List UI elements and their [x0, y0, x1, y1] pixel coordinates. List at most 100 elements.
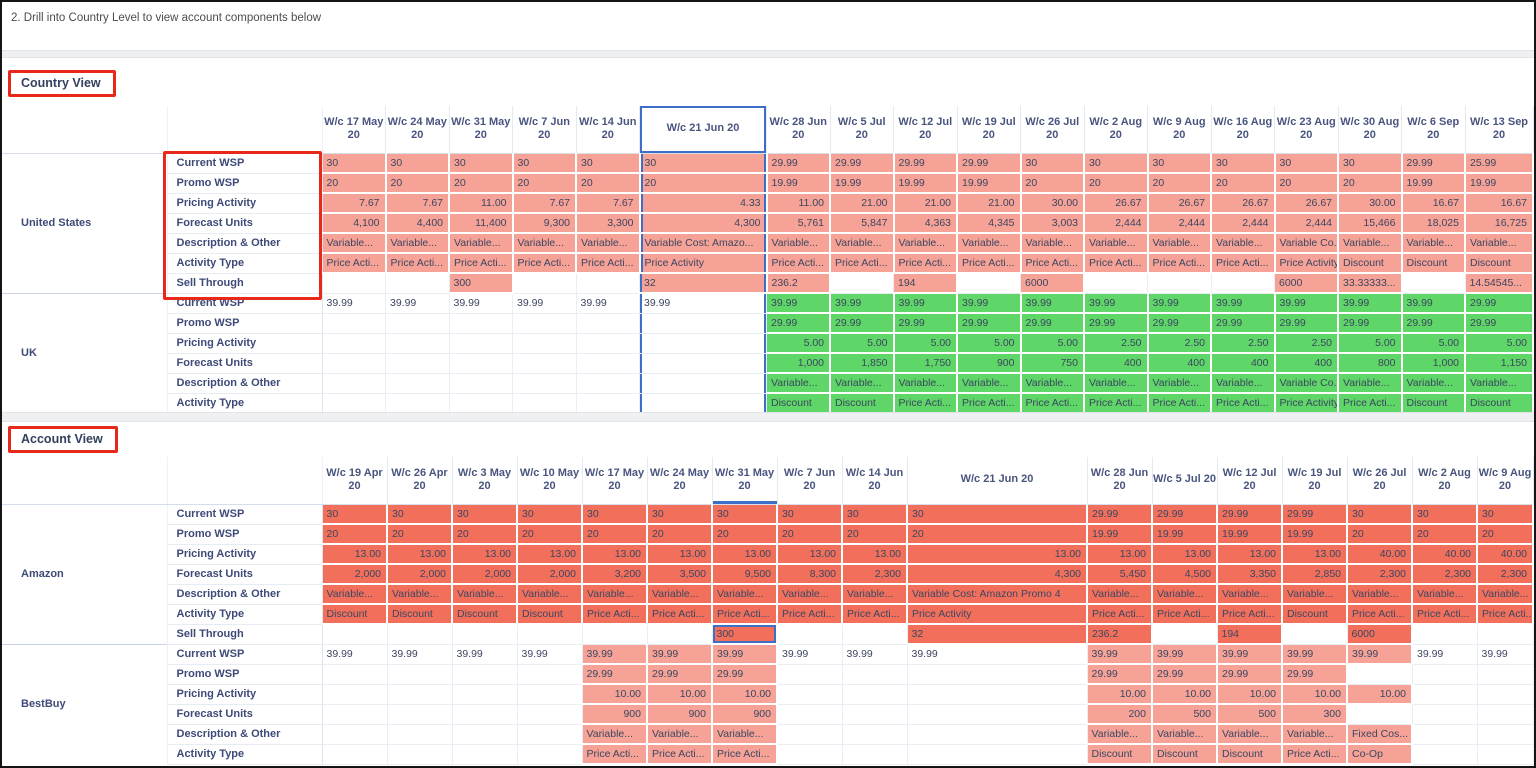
grid-cell[interactable]: Variable... — [322, 233, 387, 254]
grid-cell[interactable]: 16,725 — [1465, 213, 1534, 234]
grid-cell[interactable]: 10.00 — [712, 684, 778, 705]
grid-cell[interactable]: Price Acti... — [957, 393, 1022, 412]
grid-cell[interactable]: 30 — [387, 503, 453, 525]
column-header[interactable]: W/c 24 May 20 — [385, 106, 450, 154]
grid-cell[interactable]: Discount — [1465, 393, 1534, 412]
grid-cell[interactable] — [322, 313, 386, 334]
grid-cell[interactable] — [777, 684, 843, 705]
grid-cell[interactable]: 10.00 — [1087, 684, 1153, 705]
grid-cell[interactable]: Price Acti... — [1412, 604, 1478, 625]
grid-cell[interactable] — [842, 724, 908, 745]
grid-cell[interactable]: Variable... — [1465, 373, 1534, 394]
grid-cell[interactable]: 29.99 — [1401, 152, 1466, 174]
grid-cell[interactable]: 30 — [1338, 152, 1403, 174]
grid-cell[interactable] — [1412, 664, 1478, 685]
grid-cell[interactable]: 29.99 — [1217, 503, 1283, 525]
grid-cell[interactable]: 14.54545... — [1465, 273, 1534, 294]
grid-cell[interactable] — [322, 273, 386, 294]
grid-cell[interactable]: Variable Cost: Amazo... — [639, 233, 768, 254]
grid-cell[interactable]: 19.99 — [1282, 524, 1348, 545]
grid-cell[interactable]: 4,300 — [639, 213, 768, 234]
grid-cell[interactable]: 2,444 — [1211, 213, 1276, 234]
grid-cell[interactable]: 39.99 — [1020, 292, 1085, 314]
grid-cell[interactable] — [576, 353, 640, 374]
grid-cell[interactable]: Variable... — [766, 373, 831, 394]
row-label[interactable]: Current WSP — [167, 503, 323, 525]
grid-cell[interactable]: 500 — [1152, 704, 1218, 725]
grid-cell[interactable]: 300 — [712, 624, 778, 645]
column-header[interactable]: W/c 26 Jul 20 — [1020, 106, 1085, 154]
grid-cell[interactable]: 39.99 — [647, 643, 713, 665]
grid-cell[interactable]: 21.00 — [893, 193, 958, 214]
grid-cell[interactable] — [387, 704, 453, 725]
column-header[interactable]: W/c 6 Sep 20 — [1401, 106, 1466, 154]
grid-cell[interactable]: 39.99 — [1338, 292, 1403, 314]
column-header[interactable]: W/c 28 Jun 20 — [766, 106, 831, 154]
grid-cell[interactable]: 40.00 — [1412, 544, 1478, 565]
grid-cell[interactable]: Variable... — [582, 584, 648, 605]
grid-cell[interactable] — [322, 704, 388, 725]
grid-cell[interactable]: 19.99 — [766, 173, 831, 194]
grid-cell[interactable]: Variable... — [1401, 373, 1466, 394]
grid-cell[interactable]: 25.99 — [1465, 152, 1534, 174]
grid-cell[interactable] — [957, 273, 1021, 294]
grid-cell[interactable]: 6000 — [1274, 273, 1339, 294]
grid-cell[interactable]: Discount — [1087, 744, 1153, 765]
grid-cell[interactable]: Variable... — [1087, 584, 1153, 605]
grid-cell[interactable]: 39.99 — [1084, 292, 1149, 314]
column-header[interactable]: W/c 12 Jul 20 — [1217, 457, 1283, 505]
grid-cell[interactable]: 26.67 — [1084, 193, 1149, 214]
grid-cell[interactable]: 13.00 — [842, 544, 908, 565]
grid-cell[interactable]: 1,850 — [830, 353, 895, 374]
grid-cell[interactable]: 30 — [777, 503, 843, 525]
grid-cell[interactable]: 39.99 — [639, 292, 767, 314]
grid-cell[interactable]: 39.99 — [517, 643, 583, 665]
grid-cell[interactable]: Price Acti... — [1147, 393, 1212, 412]
grid-cell[interactable]: 39.99 — [1477, 643, 1534, 665]
grid-cell[interactable]: 10.00 — [1217, 684, 1283, 705]
grid-cell[interactable]: 800 — [1338, 353, 1403, 374]
grid-cell[interactable]: 29.99 — [1084, 313, 1149, 334]
grid-cell[interactable]: 500 — [1217, 704, 1283, 725]
grid-cell[interactable]: 30 — [452, 503, 518, 525]
grid-cell[interactable]: Price Acti... — [385, 253, 450, 274]
grid-cell[interactable] — [639, 353, 767, 374]
grid-cell[interactable]: 29.99 — [893, 313, 958, 334]
grid-cell[interactable]: 13.00 — [1217, 544, 1283, 565]
grid-cell[interactable]: 29.99 — [1152, 503, 1218, 525]
grid-cell[interactable]: Variable Co... — [1274, 233, 1339, 254]
column-header[interactable]: W/c 9 Aug 20 — [1147, 106, 1212, 154]
grid-cell[interactable]: 13.00 — [1282, 544, 1348, 565]
grid-cell[interactable]: 8,300 — [777, 564, 843, 585]
grid-cell[interactable]: 20 — [1477, 524, 1534, 545]
grid-cell[interactable]: 20 — [385, 173, 450, 194]
grid-cell[interactable]: 5.00 — [957, 333, 1022, 354]
grid-cell[interactable] — [1401, 273, 1466, 294]
grid-cell[interactable]: 3,200 — [582, 564, 648, 585]
grid-cell[interactable] — [322, 353, 386, 374]
grid-cell[interactable] — [449, 353, 513, 374]
column-header[interactable]: W/c 31 May 20 — [712, 457, 778, 505]
grid-cell[interactable]: 39.99 — [1211, 292, 1276, 314]
row-label[interactable]: Promo WSP — [167, 664, 323, 685]
grid-cell[interactable]: 30 — [512, 152, 577, 174]
column-header[interactable]: W/c 26 Jul 20 — [1347, 457, 1413, 505]
column-header[interactable]: W/c 7 Jun 20 — [777, 457, 843, 505]
grid-cell[interactable]: 39.99 — [1274, 292, 1339, 314]
grid-cell[interactable] — [907, 664, 1088, 685]
grid-cell[interactable] — [907, 724, 1088, 745]
grid-cell[interactable] — [1412, 684, 1478, 705]
row-label[interactable]: Promo WSP — [167, 313, 323, 334]
grid-cell[interactable]: 11,400 — [449, 213, 514, 234]
grid-cell[interactable]: Variable... — [1217, 584, 1283, 605]
grid-cell[interactable]: 2.50 — [1084, 333, 1149, 354]
row-label[interactable]: Forecast Units — [167, 353, 323, 374]
grid-cell[interactable]: 30 — [1347, 503, 1413, 525]
grid-cell[interactable]: 20 — [639, 173, 768, 194]
column-header[interactable]: W/c 2 Aug 20 — [1084, 106, 1148, 154]
grid-cell[interactable]: 400 — [1274, 353, 1339, 374]
grid-cell[interactable]: 30 — [385, 152, 450, 174]
grid-cell[interactable]: 29.99 — [1465, 292, 1534, 314]
column-header[interactable]: W/c 21 Jun 20 — [907, 457, 1088, 505]
grid-cell[interactable]: 18,025 — [1401, 213, 1466, 234]
